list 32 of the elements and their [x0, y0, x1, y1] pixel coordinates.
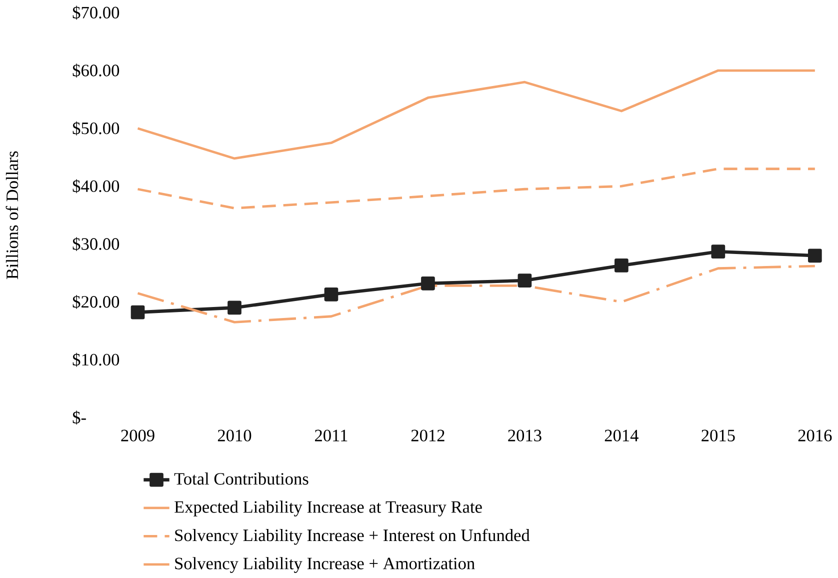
- y-tick-label: $40.00: [72, 179, 120, 194]
- y-tick-label: $70.00: [72, 6, 120, 20]
- legend-label: Solvency Liability Increase + Interest on Unfunded: [175, 528, 530, 545]
- x-tick-label: 2016: [798, 430, 832, 442]
- legend-label: Solvency Liability Increase + Amortization: [175, 557, 475, 574]
- y-tick-label: $30.00: [72, 237, 120, 252]
- x-tick-label: 2009: [121, 430, 154, 442]
- point: [228, 300, 242, 315]
- legend-label: Total Contributions: [174, 472, 308, 485]
- point: [324, 288, 338, 302]
- line-series: [136, 264, 816, 324]
- point: [711, 244, 726, 259]
- y-tick-label: $50.00: [72, 122, 120, 136]
- y-tick-label: $20.00: [72, 295, 120, 309]
- line-series: [136, 69, 816, 160]
- x-tick-label: 2015: [702, 430, 735, 442]
- x-tick-label: 2014: [604, 430, 638, 442]
- y-tick-label: $-: [72, 410, 86, 425]
- legend-label: Expected Liability Increase at Treasury Rate: [174, 500, 482, 517]
- point: [614, 258, 628, 273]
- point: [130, 306, 145, 320]
- x-tick-label: 2011: [315, 430, 348, 442]
- x-tick-label: 2010: [218, 430, 252, 442]
- y-axis-title: Billions of Dollars: [6, 151, 18, 280]
- y-tick-label: $10.00: [72, 352, 120, 367]
- y-tick-label: $60.00: [72, 64, 120, 78]
- line-series: [136, 168, 816, 210]
- point: [808, 248, 822, 263]
- x-tick-label: 2013: [508, 430, 542, 442]
- point: [421, 276, 435, 290]
- point: [518, 274, 532, 288]
- x-tick-label: 2012: [411, 430, 444, 442]
